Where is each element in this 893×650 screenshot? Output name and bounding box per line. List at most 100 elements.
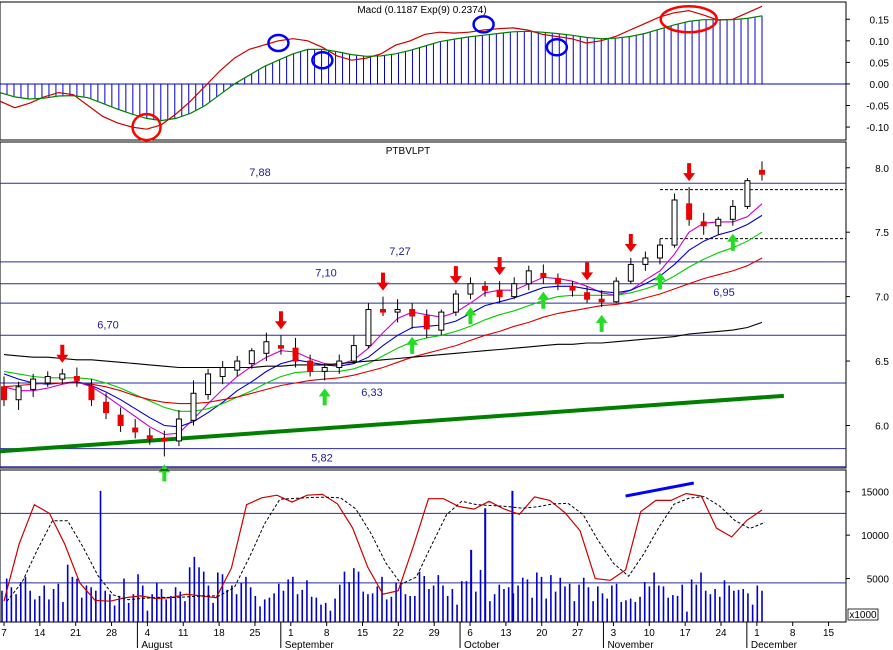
candle-body: [686, 203, 693, 220]
date-tick-label: 7: [1, 628, 7, 639]
macd-frame: [0, 1, 847, 141]
date-tick-label: 25: [249, 628, 261, 639]
candle-body: [496, 289, 503, 298]
candle-body: [744, 180, 751, 207]
candle-body: [15, 386, 22, 401]
date-tick-label: 8: [324, 628, 330, 639]
date-tick-label: 20: [536, 628, 548, 639]
macd-title: Macd (0.1187 Exp(9) 0.2374): [357, 5, 486, 16]
divergence-line: [625, 481, 695, 498]
date-tick-label: 15: [823, 628, 835, 639]
candle-body: [423, 315, 430, 330]
price-moving-average: [3, 257, 763, 405]
candle-body: [394, 309, 401, 313]
date-tick-label: 1: [288, 628, 294, 639]
candle-body: [44, 376, 51, 384]
macd-highlight-circle: [131, 112, 162, 142]
candle-body: [175, 418, 182, 442]
down-arrow-signal: [581, 262, 594, 281]
up-arrow-signal: [726, 233, 739, 251]
macd-y-tick-label: -0.10: [866, 123, 889, 134]
date-tick-label: 21: [70, 628, 82, 639]
candle-body: [205, 373, 212, 396]
price-level-label: 5,82: [311, 453, 332, 465]
price-frame: [0, 141, 847, 469]
volume-y-tick-label: 15000: [861, 488, 889, 499]
price-level-label: 6,95: [713, 287, 734, 299]
candle-body: [627, 263, 634, 282]
macd-highlight-circle: [545, 38, 569, 57]
macd-panel: Macd (0.1187 Exp(9) 0.2374) -0.10 -0.05 0.0…: [0, 1, 890, 142]
candle-body: [452, 293, 459, 313]
macd-y-tick-label: 0.10: [870, 37, 890, 48]
macd-y-tick-label: 0.15: [870, 15, 890, 26]
macd-signal-line: [0, 15, 763, 122]
date-tick-label: 13: [500, 628, 512, 639]
candle-body: [584, 292, 591, 300]
candle-body: [146, 435, 153, 439]
candle-body: [671, 199, 678, 246]
price-y-tick-label: 8.0: [875, 164, 889, 175]
candle-body: [190, 392, 197, 421]
date-tick-label: 10: [644, 628, 656, 639]
stochastic-k-line: [3, 492, 763, 602]
candle-body: [88, 386, 95, 401]
month-label: September: [285, 640, 335, 650]
price-title: PTBVLPT: [386, 146, 430, 157]
date-tick-label: 17: [680, 628, 692, 639]
date-tick-label: 11: [178, 628, 189, 639]
up-arrow-signal: [653, 272, 666, 290]
candle-body: [117, 414, 124, 426]
candle-body: [554, 278, 561, 285]
candle-body: [438, 311, 445, 331]
candle-body: [321, 366, 328, 372]
up-arrow-signal: [537, 291, 550, 309]
date-tick-label: 18: [214, 628, 226, 639]
down-arrow-signal: [377, 272, 389, 291]
price-y-tick-label: 7.0: [875, 293, 889, 304]
candle-body: [642, 257, 649, 265]
date-axis: 7 14 21 28 4 11 18 25 1 8 15 22 29 6 13 20 27 3 10 17 24 1 8 15…: [0, 621, 846, 650]
candle-body: [219, 366, 226, 378]
candle-body: [103, 401, 110, 414]
price-moving-average: [3, 214, 763, 428]
up-arrow-signal: [595, 314, 608, 332]
price-moving-average: [3, 231, 763, 412]
candle-body: [350, 345, 357, 362]
candle-body: [59, 373, 66, 380]
date-tick-label: 24: [715, 628, 727, 639]
macd-highlight-circle: [472, 15, 495, 34]
macd-highlight-circle: [659, 5, 718, 34]
candle-body: [292, 347, 299, 362]
price-moving-average: [3, 321, 763, 369]
candle-body: [380, 309, 386, 313]
date-tick-label: 3: [611, 628, 617, 639]
price-level-label: 7,27: [389, 246, 410, 258]
candle-body: [613, 280, 620, 303]
price-y-tick-label: 6.0: [875, 421, 889, 432]
candle-body: [277, 345, 284, 349]
price-y-tick-label: 6.5: [875, 357, 889, 368]
month-label: November: [607, 640, 654, 650]
month-label: October: [464, 640, 500, 650]
date-tick-label: 14: [34, 628, 46, 639]
volume-y-tick-label: 5000: [867, 575, 890, 586]
price-level-label: 6,70: [97, 319, 118, 331]
candle-body: [73, 376, 80, 381]
up-arrow-signal: [464, 307, 477, 325]
date-tick-label: 8: [790, 628, 796, 639]
candle-body: [715, 218, 722, 227]
candle-body: [161, 437, 168, 442]
up-arrow-signal: [406, 336, 419, 354]
month-label: August: [141, 640, 172, 650]
macd-y-tick-label: 0.00: [870, 80, 890, 91]
candle-body: [540, 272, 547, 278]
down-arrow-signal: [274, 311, 287, 330]
date-tick-label: 1: [754, 628, 760, 639]
candle-body: [759, 169, 765, 175]
candle-body: [569, 285, 576, 291]
macd-y-tick-label: -0.05: [866, 102, 889, 113]
price-trendline: [0, 393, 785, 454]
